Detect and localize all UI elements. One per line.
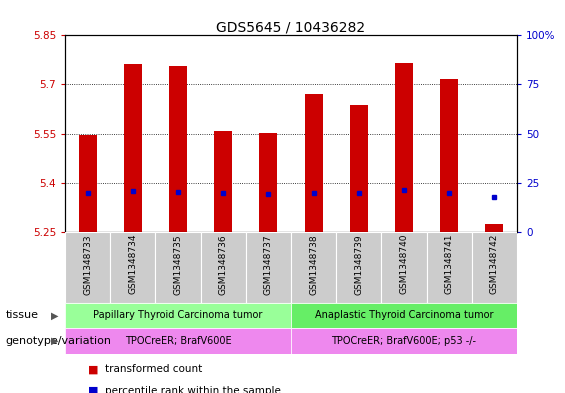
- Bar: [259, 133, 277, 232]
- Bar: [79, 135, 97, 232]
- Text: ■: ■: [88, 386, 98, 393]
- Bar: [291, 303, 517, 328]
- Text: GSM1348735: GSM1348735: [173, 234, 182, 295]
- Text: GSM1348736: GSM1348736: [219, 234, 228, 295]
- Bar: [485, 224, 503, 232]
- Text: Papillary Thyroid Carcinoma tumor: Papillary Thyroid Carcinoma tumor: [93, 310, 263, 320]
- Text: GSM1348740: GSM1348740: [399, 234, 408, 294]
- Text: GSM1348734: GSM1348734: [128, 234, 137, 294]
- Text: transformed count: transformed count: [105, 364, 202, 375]
- Text: GSM1348742: GSM1348742: [490, 234, 499, 294]
- Text: TPOCreER; BrafV600E; p53 -/-: TPOCreER; BrafV600E; p53 -/-: [332, 336, 476, 346]
- Bar: [246, 232, 291, 303]
- Text: Anaplastic Thyroid Carcinoma tumor: Anaplastic Thyroid Carcinoma tumor: [315, 310, 493, 320]
- Bar: [427, 232, 472, 303]
- Bar: [214, 131, 232, 232]
- Text: ▶: ▶: [51, 310, 58, 320]
- Text: ▶: ▶: [51, 336, 58, 346]
- Text: TPOCreER; BrafV600E: TPOCreER; BrafV600E: [125, 336, 231, 346]
- Bar: [381, 232, 427, 303]
- Text: ■: ■: [88, 364, 98, 375]
- Bar: [124, 64, 142, 232]
- Bar: [336, 232, 381, 303]
- Text: GSM1348737: GSM1348737: [264, 234, 273, 295]
- Bar: [201, 232, 246, 303]
- Bar: [305, 94, 323, 232]
- Bar: [65, 328, 291, 354]
- Bar: [169, 66, 187, 232]
- Title: GDS5645 / 10436282: GDS5645 / 10436282: [216, 20, 366, 34]
- Bar: [350, 105, 368, 232]
- Bar: [110, 232, 155, 303]
- Bar: [65, 303, 291, 328]
- Text: GSM1348733: GSM1348733: [83, 234, 92, 295]
- Text: tissue: tissue: [6, 310, 38, 320]
- Bar: [291, 232, 336, 303]
- Bar: [440, 79, 458, 232]
- Text: GSM1348741: GSM1348741: [445, 234, 454, 294]
- Bar: [65, 232, 110, 303]
- Bar: [291, 328, 517, 354]
- Text: GSM1348738: GSM1348738: [309, 234, 318, 295]
- Text: percentile rank within the sample: percentile rank within the sample: [105, 386, 280, 393]
- Bar: [395, 63, 413, 232]
- Bar: [472, 232, 517, 303]
- Text: genotype/variation: genotype/variation: [6, 336, 112, 346]
- Bar: [155, 232, 201, 303]
- Text: GSM1348739: GSM1348739: [354, 234, 363, 295]
